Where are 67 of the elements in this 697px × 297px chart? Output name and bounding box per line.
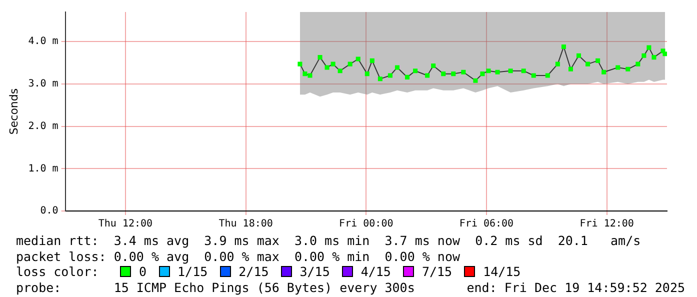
point	[602, 70, 606, 74]
y-tick-label: 4.0 m	[28, 36, 58, 48]
point	[308, 73, 312, 78]
point	[508, 68, 513, 74]
point	[616, 65, 620, 70]
point	[561, 44, 566, 49]
point	[318, 55, 322, 60]
point	[642, 53, 646, 58]
point	[405, 74, 410, 80]
y-axis-title: Seconds	[7, 88, 20, 135]
point	[425, 73, 430, 78]
text: packet loss: 0.00 % avg 0.00 % max 0.00 % min 0.00 % now	[15, 248, 462, 264]
point	[495, 70, 500, 74]
point	[636, 62, 640, 66]
legend-label: 7/15	[422, 264, 452, 280]
point	[480, 72, 485, 76]
point	[413, 68, 418, 74]
point	[521, 68, 526, 74]
y-tick-label: 2.0 m	[28, 120, 58, 132]
x-tick-label: Thu 12:00	[98, 218, 153, 230]
point	[451, 72, 456, 76]
point	[626, 66, 630, 72]
legend-label: 4/15	[360, 264, 391, 280]
point	[531, 73, 536, 78]
legend-label: 14/15	[483, 264, 521, 280]
point	[568, 66, 573, 72]
point	[356, 56, 360, 62]
text: median rtt: 3.4 ms avg 3.9 ms max 3.0 ms min 3.7 ms now 0.2 ms sd 20.1 am/s	[15, 233, 642, 248]
point	[298, 62, 302, 66]
legend-label: 1/15	[178, 264, 208, 280]
point	[338, 68, 342, 74]
point	[441, 72, 446, 76]
legend-title: loss color:	[16, 264, 100, 280]
point	[576, 53, 582, 58]
point	[486, 68, 491, 74]
legend-label: 3/15	[300, 264, 330, 280]
point	[473, 78, 478, 83]
point	[330, 62, 336, 66]
point	[431, 64, 436, 68]
point	[662, 52, 667, 56]
point	[394, 65, 400, 70]
y-tick-label: 3.0 m	[28, 78, 58, 90]
point	[370, 58, 374, 63]
y-tick-label: 0.0	[40, 206, 58, 217]
point	[660, 48, 666, 54]
point	[348, 62, 352, 66]
point	[461, 70, 466, 74]
point	[388, 73, 392, 78]
x-tick-label: Thu 18:00	[218, 218, 273, 230]
point	[378, 76, 382, 82]
point	[596, 58, 600, 63]
text: probe: 15 ICMP Echo Pings (56 Bytes) every 300s	[16, 280, 415, 295]
point	[302, 72, 308, 76]
x-tick-label: Fri 06:00	[459, 218, 514, 230]
legend-label: 0	[139, 264, 147, 280]
point	[646, 45, 652, 50]
y-tick-label: 1.0 m	[28, 163, 58, 174]
x-tick-label: Fri 12:00	[580, 218, 634, 230]
point	[586, 62, 590, 66]
point	[652, 55, 656, 60]
x-tick-label: Fri 00:00	[339, 218, 394, 230]
text: end: Fri Dec 19 14:59:52 2025	[466, 280, 685, 295]
point	[324, 65, 330, 70]
point	[364, 72, 370, 76]
point	[545, 73, 550, 78]
legend-label: 2/15	[238, 264, 269, 280]
point	[555, 62, 560, 66]
